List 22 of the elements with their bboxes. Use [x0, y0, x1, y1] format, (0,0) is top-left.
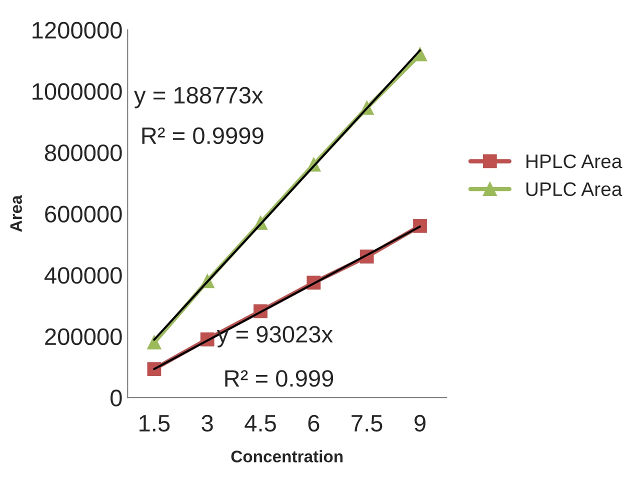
x-tick-label: 6: [308, 414, 320, 432]
annotation: y = 93023x: [216, 326, 333, 348]
y-axis-title: Area: [10, 195, 22, 232]
legend-label: HPLC Area: [526, 154, 622, 168]
y-tick-label: 600000: [45, 206, 122, 222]
x-tick-label: 3: [202, 414, 213, 432]
legend-label: UPLC Area: [526, 182, 622, 196]
x-axis-title: Concentration: [231, 450, 343, 462]
y-tick-label: 200000: [45, 328, 122, 346]
x-tick-label: 7.5: [352, 415, 382, 432]
point: [147, 335, 162, 350]
y-tick-label: 800000: [44, 144, 122, 162]
y-tick-label: 1200000: [32, 22, 122, 39]
y-tick-label: 0: [110, 390, 122, 406]
y-tick-label: 400000: [44, 267, 122, 284]
annotation: R² = 0.9999: [142, 127, 264, 144]
x-tick-label: 1.5: [140, 415, 170, 432]
y-tick-label: 1000000: [32, 83, 122, 100]
x-tick-label: 4.5: [244, 415, 276, 432]
annotation: R² = 0.999: [225, 370, 334, 387]
annotation: y = 188773x: [134, 86, 264, 108]
x-tick-label: 9: [414, 414, 426, 432]
